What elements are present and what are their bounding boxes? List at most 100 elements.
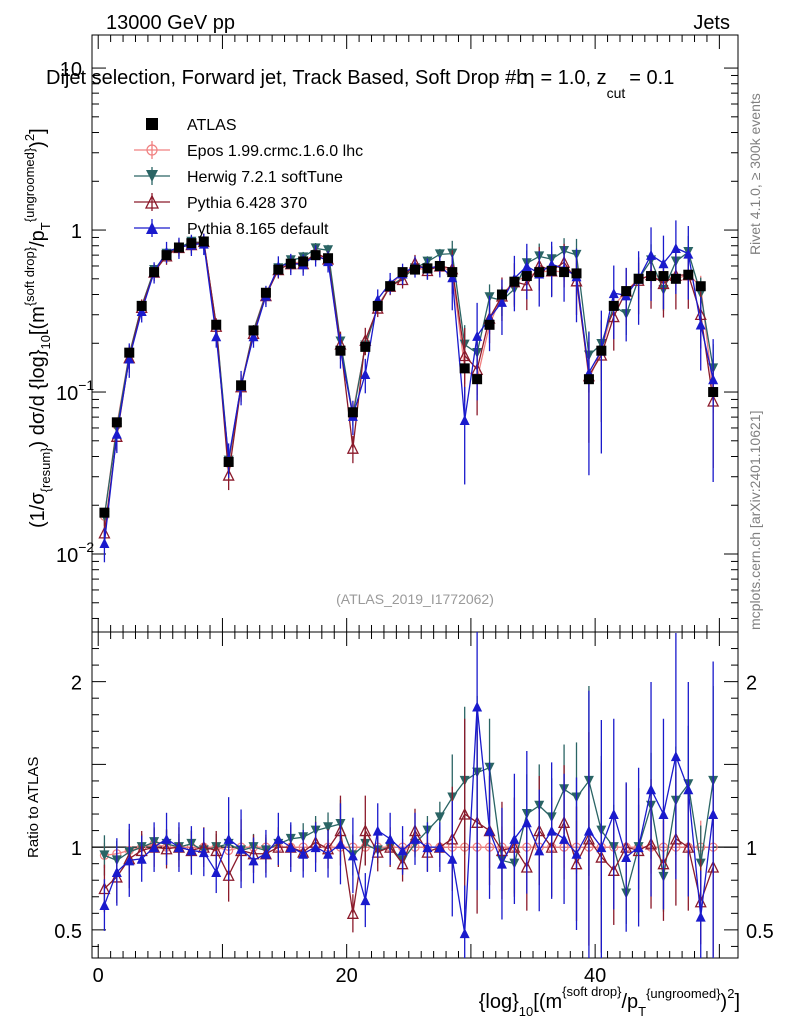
atlas-point: [99, 507, 110, 518]
atlas-point: [583, 374, 594, 385]
data-point: [509, 833, 520, 844]
atlas-point: [496, 289, 507, 300]
y-tick-label: 10−2: [56, 539, 94, 567]
data-point: [583, 825, 594, 836]
atlas-point: [111, 417, 122, 428]
atlas-point: [646, 271, 657, 282]
data-point: [621, 852, 632, 863]
atlas-point: [223, 456, 234, 467]
data-point: [99, 850, 110, 861]
x-tick-label: 20: [336, 965, 358, 987]
plot-title-end: = 0.1: [629, 67, 674, 89]
legend: ATLAS Epos 1.99.crmc.1.6.0 lhc Herwig 7.2.…: [134, 117, 363, 238]
data-point: [633, 842, 644, 853]
data-point: [161, 833, 172, 844]
atlas-point: [335, 345, 346, 356]
ratio-panel-frame: [91, 631, 739, 959]
plot-title-beta: η: [523, 67, 534, 89]
data-point: [559, 833, 570, 844]
data-point: [124, 353, 135, 364]
data-point: [173, 842, 184, 853]
data-point: [596, 842, 607, 853]
data-point: [397, 845, 408, 856]
data-point: [359, 824, 372, 837]
data-point: [546, 825, 557, 836]
y-axis-label-main: (1/σ{resum}) dσ/d {log}10[(m{soft drop}/…: [22, 128, 53, 528]
atlas-point: [211, 319, 222, 330]
x-tick-label: 40: [584, 965, 606, 987]
data-point: [459, 928, 470, 939]
legend-marker: [144, 194, 160, 209]
data-point: [434, 842, 445, 853]
atlas-point: [670, 273, 681, 284]
data-point: [422, 842, 433, 853]
atlas-point: [509, 276, 520, 287]
data-point: [236, 843, 247, 854]
atlas-point: [596, 345, 607, 356]
analysis-id: (ATLAS_2019_I1772062): [336, 591, 494, 607]
data-point: [658, 258, 669, 269]
atlas-point: [410, 264, 420, 275]
legend-label: Pythia 8.165 default: [187, 221, 329, 238]
atlas-point: [310, 250, 321, 261]
atlas-point: [149, 267, 160, 278]
legend-marker: [146, 144, 158, 156]
data-point: [211, 331, 222, 342]
plot-title-tail: = 1.0, z: [540, 67, 606, 89]
data-point: [708, 374, 719, 385]
data-point: [99, 900, 110, 911]
atlas-point: [608, 300, 619, 311]
data-point: [248, 331, 259, 342]
data-point: [310, 842, 321, 853]
data-point: [99, 537, 110, 548]
atlas-point: [236, 380, 247, 391]
data-point: [360, 369, 371, 380]
data-point: [136, 853, 147, 864]
data-point: [571, 848, 582, 859]
data-point: [111, 866, 122, 877]
data-point: [670, 751, 681, 762]
legend-marker: [146, 118, 158, 130]
atlas-data: [99, 236, 719, 518]
atlas-point: [422, 263, 433, 274]
data-point: [521, 817, 532, 828]
data-point: [360, 895, 371, 906]
ratio-tick-label-left: 1: [71, 838, 82, 860]
data-point: [372, 825, 383, 836]
plot-title: Dijet selection, Forward jet, Track Base…: [46, 67, 674, 101]
atlas-point: [708, 387, 719, 398]
data-point: [472, 330, 483, 341]
data-point: [646, 784, 657, 795]
ratio-tick-label-right: 0.5: [746, 921, 774, 943]
data-point: [608, 809, 619, 820]
data-point: [434, 812, 445, 823]
data-point: [658, 809, 669, 820]
data-point: [346, 441, 359, 454]
atlas-point: [546, 265, 557, 276]
ratio-tick-label-right: 2: [746, 673, 757, 695]
atlas-point: [347, 407, 358, 418]
data-point: [198, 847, 209, 858]
data-point: [323, 245, 334, 256]
data-point: [670, 242, 681, 253]
plot-title-main: Dijet selection, Forward jet, Track Base…: [46, 67, 527, 89]
atlas-point: [397, 267, 408, 278]
atlas-point: [173, 242, 184, 253]
legend-marker: [146, 222, 158, 234]
atlas-point: [385, 281, 396, 292]
series-4-ratio: [99, 632, 719, 958]
atlas-point: [323, 253, 334, 264]
data-point: [298, 848, 309, 859]
atlas-point: [434, 260, 445, 271]
data-point: [472, 701, 483, 712]
data-point: [496, 858, 507, 869]
data-point: [273, 833, 284, 844]
energy-label: 13000 GeV pp: [106, 12, 235, 34]
data-point: [534, 845, 545, 856]
data-point: [222, 468, 235, 481]
ratio-tick-label-left: 2: [71, 673, 82, 695]
ratio-tick-label-left: 0.5: [54, 921, 82, 943]
legend-label: Herwig 7.2.1 softTune: [187, 169, 343, 186]
data-point: [385, 833, 396, 844]
